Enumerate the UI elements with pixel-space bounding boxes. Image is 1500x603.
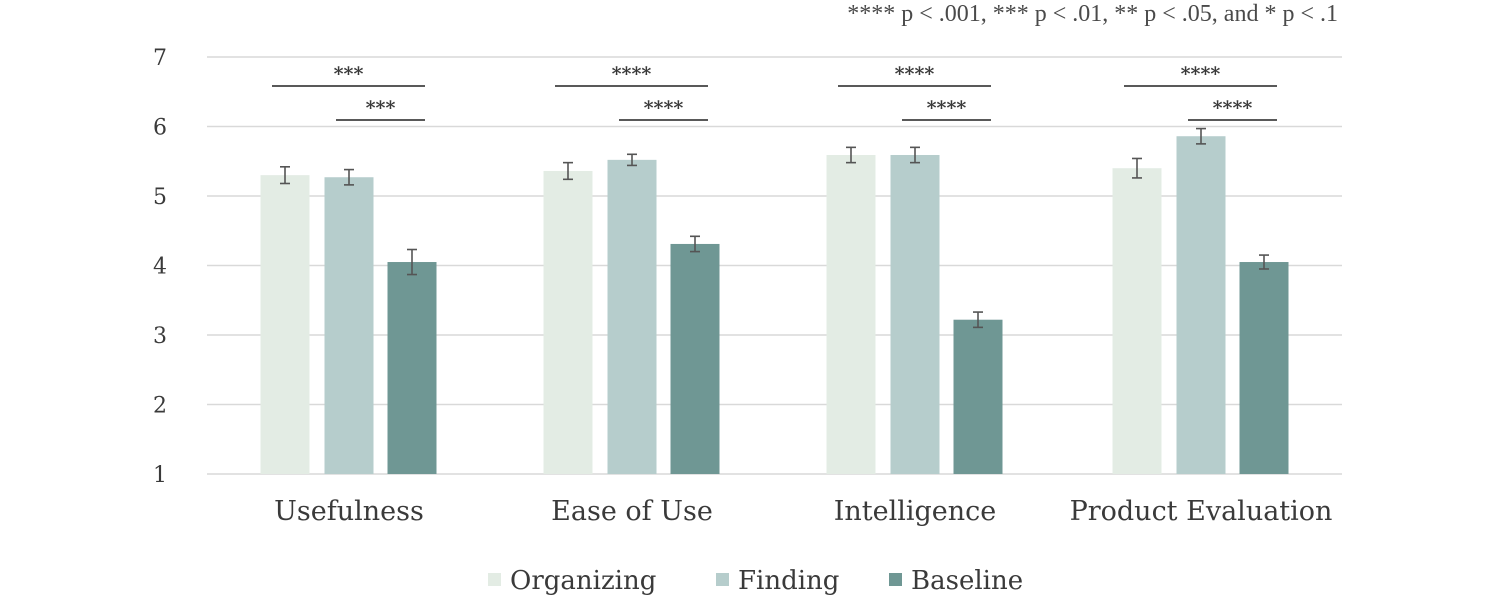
legend-item-organizing: Organizing <box>488 566 656 596</box>
bar-organizing-product-evaluation <box>1112 168 1162 474</box>
x-category-usefulness: Usefulness <box>274 496 424 527</box>
error-bar-organizing-intelligence <box>846 146 856 164</box>
bar-baseline-usefulness <box>387 262 437 474</box>
significance-note: **** p < .001, *** p < .01, ** p < .05, … <box>847 1 1338 27</box>
significance-label: **** <box>895 63 935 85</box>
legend-label-finding: Finding <box>738 566 839 596</box>
legend-swatch-baseline <box>889 573 902 586</box>
significance-bracket: **** <box>902 97 991 121</box>
significance-label: *** <box>334 63 364 85</box>
legend-swatch-finding <box>716 573 729 586</box>
significance-bracket: **** <box>555 63 708 87</box>
legend: Organizing Finding Baseline <box>488 566 1023 596</box>
legend-item-finding: Finding <box>716 566 839 596</box>
significance-label: *** <box>366 97 396 119</box>
error-bar-baseline-ease-of-use <box>690 235 700 253</box>
y-tick-label: 5 <box>153 185 167 210</box>
error-bar-organizing-ease-of-use <box>563 161 573 181</box>
legend-swatch-organizing <box>488 573 501 586</box>
error-bar-baseline-product-evaluation <box>1259 254 1269 270</box>
error-bar-finding-intelligence <box>910 146 920 164</box>
legend-item-baseline: Baseline <box>889 566 1023 596</box>
y-tick-label: 6 <box>153 116 167 141</box>
significance-label: **** <box>644 97 684 119</box>
significance-label: **** <box>1181 63 1221 85</box>
significance-bracket: *** <box>272 63 425 87</box>
x-axis-categories: Usefulness Ease of Use Intelligence Product… <box>274 496 1332 527</box>
significance-bracket: **** <box>1188 97 1277 121</box>
bar-baseline-ease-of-use <box>670 243 720 474</box>
error-bar-finding-ease-of-use <box>627 153 637 167</box>
bar-finding-intelligence <box>890 154 940 474</box>
error-bar-baseline-usefulness <box>407 248 417 276</box>
bar-baseline-intelligence <box>953 319 1003 474</box>
significance-bracket: **** <box>1124 63 1277 87</box>
error-bar-baseline-intelligence <box>973 311 983 329</box>
y-tick-label: 1 <box>153 463 167 488</box>
bar-finding-ease-of-use <box>607 159 657 475</box>
error-bars <box>280 127 1269 329</box>
bar-organizing-ease-of-use <box>543 170 593 475</box>
bar-baseline-product-evaluation <box>1239 262 1289 474</box>
significance-label: **** <box>612 63 652 85</box>
x-category-product-evaluation: Product Evaluation <box>1070 496 1333 527</box>
bars <box>260 136 1289 475</box>
error-bar-organizing-product-evaluation <box>1132 157 1142 179</box>
significance-bracket: **** <box>838 63 991 87</box>
bar-organizing-intelligence <box>826 154 876 474</box>
error-bar-finding-product-evaluation <box>1196 127 1206 145</box>
y-tick-label: 7 <box>153 46 167 71</box>
bar-finding-product-evaluation <box>1176 136 1226 475</box>
x-category-ease-of-use: Ease of Use <box>551 496 713 527</box>
significance-label: **** <box>1213 97 1253 119</box>
significance-bracket: *** <box>336 97 425 121</box>
significance-label: **** <box>927 97 967 119</box>
legend-label-baseline: Baseline <box>911 566 1023 596</box>
bar-organizing-usefulness <box>260 175 310 474</box>
y-tick-label: 2 <box>153 394 167 419</box>
y-tick-label: 3 <box>153 324 167 349</box>
significance-bracket: **** <box>619 97 708 121</box>
x-category-intelligence: Intelligence <box>834 496 997 527</box>
error-bar-finding-usefulness <box>344 168 354 186</box>
y-tick-label: 4 <box>153 255 167 280</box>
error-bar-organizing-usefulness <box>280 166 290 185</box>
y-axis-ticks: 1 2 3 4 5 6 7 <box>153 46 167 488</box>
legend-label-organizing: Organizing <box>510 566 656 596</box>
bar-finding-usefulness <box>324 177 374 475</box>
significance-brackets: ****************************** <box>272 63 1277 121</box>
